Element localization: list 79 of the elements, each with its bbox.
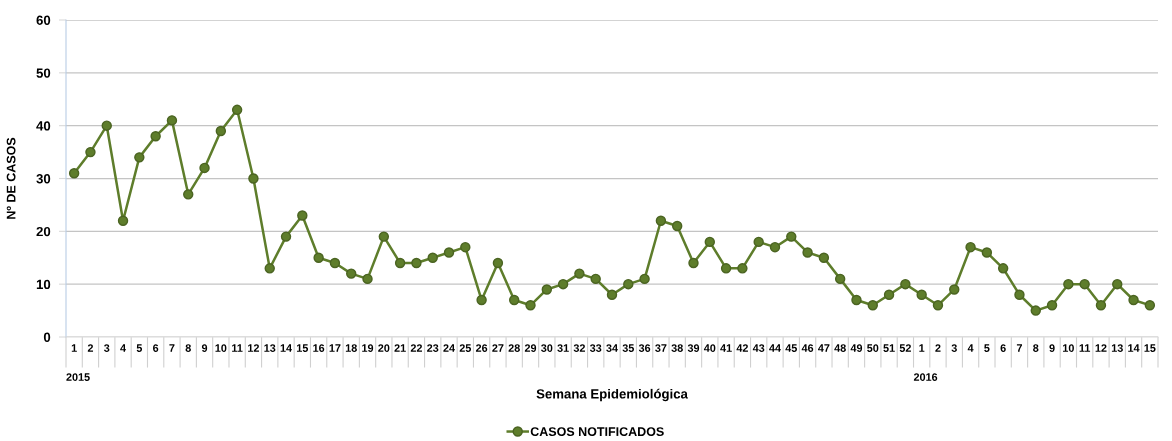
x-tick-label: 18 bbox=[345, 344, 357, 352]
x-tick-label: 43 bbox=[752, 344, 765, 352]
y-tick-label: 60 bbox=[36, 15, 51, 25]
y-axis-title: Nº DE CASOS bbox=[6, 137, 16, 219]
x-tick-label: 19 bbox=[362, 344, 374, 352]
x-tick-label: 12 bbox=[1095, 344, 1107, 352]
x-tick-label: 51 bbox=[883, 344, 895, 352]
x-tick-label: 3 bbox=[951, 344, 957, 352]
x-tick-label: 27 bbox=[492, 344, 504, 352]
x-tick-label: 26 bbox=[475, 344, 488, 352]
x-tick-label: 14 bbox=[280, 344, 292, 352]
x-tick-label: 6 bbox=[153, 344, 159, 352]
x-tick-label: 32 bbox=[573, 344, 585, 352]
x-axis-title: Semana Epidemiológica bbox=[536, 388, 688, 402]
x-tick-label: 20 bbox=[378, 344, 390, 352]
x-tick-label: 15 bbox=[296, 344, 309, 352]
x-tick-label: 34 bbox=[606, 344, 618, 352]
x-tick-label: 1 bbox=[71, 344, 77, 352]
y-tick-label: 50 bbox=[36, 68, 51, 78]
x-tick-label: 3 bbox=[103, 344, 110, 352]
text: 2015 bbox=[66, 373, 90, 381]
x-tick-label: 22 bbox=[410, 344, 423, 352]
x-tick-label: 50 bbox=[867, 344, 879, 352]
x-tick-label: 13 bbox=[1111, 344, 1123, 352]
x-tick-label: 28 bbox=[508, 344, 520, 352]
y-tick-label: 30 bbox=[36, 174, 51, 184]
x-tick-label: 48 bbox=[834, 344, 846, 352]
x-tick-label: 36 bbox=[638, 344, 651, 352]
x-tick-label: 45 bbox=[785, 344, 798, 352]
x-tick-label: 44 bbox=[769, 344, 781, 352]
x-tick-label: 30 bbox=[541, 344, 553, 352]
text: 2016 bbox=[913, 373, 938, 381]
x-tick-label: 16 bbox=[313, 344, 325, 352]
x-tick-label: 10 bbox=[1063, 344, 1074, 352]
x-tick-label: 10 bbox=[215, 344, 227, 352]
x-tick-label: 2 bbox=[87, 344, 94, 352]
x-tick-label: 33 bbox=[589, 344, 602, 352]
x-tick-label: 14 bbox=[1128, 344, 1140, 352]
x-tick-label: 37 bbox=[655, 344, 667, 352]
y-tick-label: 10 bbox=[36, 279, 51, 290]
legend-label: CASOS NOTIFICADOS bbox=[530, 427, 664, 437]
x-tick-label: 11 bbox=[1079, 344, 1091, 352]
x-tick-label: 7 bbox=[1016, 344, 1022, 352]
x-tick-label: 9 bbox=[1049, 344, 1055, 352]
x-tick-label: 4 bbox=[120, 344, 126, 352]
x-tick-label: 12 bbox=[248, 344, 260, 352]
x-tick-label: 5 bbox=[136, 344, 143, 352]
x-tick-label: 42 bbox=[736, 344, 748, 352]
x-tick-label: 5 bbox=[984, 344, 990, 352]
x-tick-label: 8 bbox=[185, 344, 191, 352]
x-tick-label: 4 bbox=[967, 344, 974, 352]
x-tick-label: 52 bbox=[899, 344, 911, 352]
x-tick-label: 31 bbox=[557, 344, 569, 352]
x-tick-label: 46 bbox=[801, 344, 814, 352]
x-tick-label: 7 bbox=[169, 344, 175, 352]
x-tick-label: 6 bbox=[1000, 344, 1006, 352]
x-tick-label: 25 bbox=[459, 344, 472, 352]
y-tick-label: 0 bbox=[43, 332, 51, 342]
x-tick-label: 35 bbox=[622, 344, 635, 352]
x-tick-label: 39 bbox=[687, 344, 700, 352]
y-tick-label: 40 bbox=[36, 121, 51, 131]
x-tick-label: 2 bbox=[935, 344, 941, 352]
x-tick-label: 15 bbox=[1144, 344, 1156, 352]
x-tick-label: 8 bbox=[1033, 344, 1039, 352]
x-tick-label: 23 bbox=[427, 344, 439, 352]
x-tick-label: 38 bbox=[671, 344, 683, 352]
x-tick-label: 41 bbox=[720, 344, 732, 352]
x-tick-label: 21 bbox=[394, 344, 406, 352]
x-tick-label: 29 bbox=[524, 344, 537, 352]
x-tick-label: 47 bbox=[818, 344, 830, 352]
x-tick-label: 24 bbox=[443, 344, 455, 352]
x-tick-label: 13 bbox=[264, 344, 276, 352]
x-tick-label: 17 bbox=[329, 344, 341, 352]
x-tick-label: 40 bbox=[703, 344, 716, 352]
x-tick-label: 11 bbox=[232, 344, 243, 352]
y-tick-label: 20 bbox=[36, 226, 51, 237]
x-tick-label: 9 bbox=[201, 344, 208, 352]
x-tick-label: 1 bbox=[919, 344, 925, 352]
x-tick-label: 49 bbox=[850, 344, 863, 352]
